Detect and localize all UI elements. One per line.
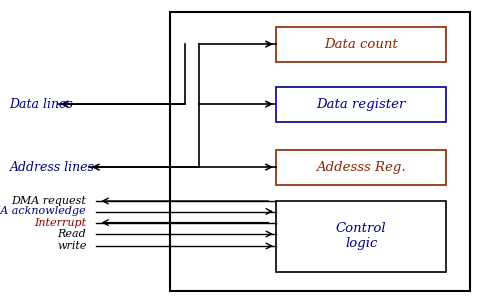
Text: DMA acknowledge: DMA acknowledge bbox=[0, 206, 86, 217]
Text: Control
logic: Control logic bbox=[336, 222, 386, 250]
Text: Interrupt: Interrupt bbox=[34, 218, 86, 228]
Text: Address lines: Address lines bbox=[10, 160, 95, 174]
Bar bbox=[276, 87, 446, 122]
Bar bbox=[276, 150, 446, 184]
Text: Data count: Data count bbox=[324, 38, 398, 51]
Text: DMA request: DMA request bbox=[12, 196, 86, 206]
Text: Data lines: Data lines bbox=[10, 98, 73, 111]
Bar bbox=[276, 201, 446, 272]
Bar bbox=[170, 12, 470, 291]
Text: Read: Read bbox=[58, 229, 86, 239]
Text: write: write bbox=[57, 241, 86, 251]
Text: Data register: Data register bbox=[316, 98, 406, 111]
Text: Addesss Reg.: Addesss Reg. bbox=[316, 161, 406, 174]
Bar bbox=[276, 27, 446, 62]
